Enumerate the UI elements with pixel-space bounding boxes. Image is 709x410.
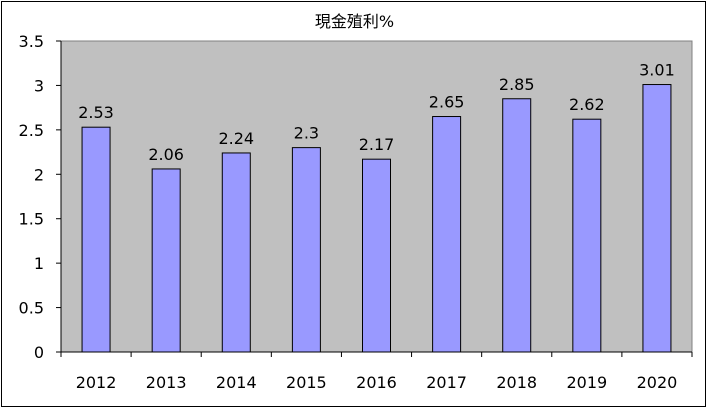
bar — [291, 147, 321, 353]
x-tick-label: 2013 — [146, 373, 187, 392]
bar-value-label: 2.24 — [218, 129, 254, 148]
bar-value-label: 2.17 — [359, 135, 395, 154]
bar-value-label: 2.62 — [569, 95, 605, 114]
bar — [81, 126, 111, 353]
y-tick-label: 0 — [34, 343, 44, 362]
bar-series — [81, 84, 672, 353]
bar-value-label: 2.06 — [148, 145, 184, 164]
y-tick-label: 1 — [34, 254, 44, 273]
bar — [432, 116, 462, 353]
y-tick-label: 2 — [34, 165, 44, 184]
chart-title: 現金殖利% — [315, 12, 394, 31]
x-tick-label: 2020 — [637, 373, 678, 392]
bar — [362, 158, 391, 353]
bar — [221, 152, 251, 353]
x-tick-label: 2014 — [216, 373, 257, 392]
data-labels: 2.53 2.06 2.24 2.3 2.17 2.65 2.85 2.62 3.01 — [78, 61, 675, 164]
bar-value-label: 2.53 — [78, 103, 114, 122]
x-tick-label: 2012 — [76, 373, 117, 392]
x-tick-label: 2015 — [286, 373, 327, 392]
y-tick-label: 0.5 — [19, 299, 44, 318]
y-tick-label: 3 — [34, 76, 44, 95]
y-tick-label: 1.5 — [19, 210, 44, 229]
x-tick-label: 2019 — [566, 373, 607, 392]
x-tick-label: 2017 — [426, 373, 467, 392]
bar-value-label: 2.3 — [294, 124, 319, 143]
x-tick-label: 2018 — [496, 373, 537, 392]
bar-value-label: 2.85 — [499, 75, 535, 94]
bar — [642, 84, 672, 353]
bar — [151, 168, 181, 353]
y-tick-label: 3.5 — [19, 32, 44, 51]
x-axis: 2012 2013 2014 2015 2016 2017 2018 2019 2020 — [60, 351, 693, 392]
bar — [572, 118, 602, 353]
bar — [502, 98, 532, 353]
bar-value-label: 2.65 — [429, 93, 465, 112]
y-tick-label: 2.5 — [19, 121, 44, 140]
bar-value-label: 3.01 — [639, 61, 675, 80]
x-tick-label: 2016 — [356, 373, 397, 392]
y-axis: 0 0.5 1 1.5 2 2.5 3 3.5 — [19, 32, 62, 362]
